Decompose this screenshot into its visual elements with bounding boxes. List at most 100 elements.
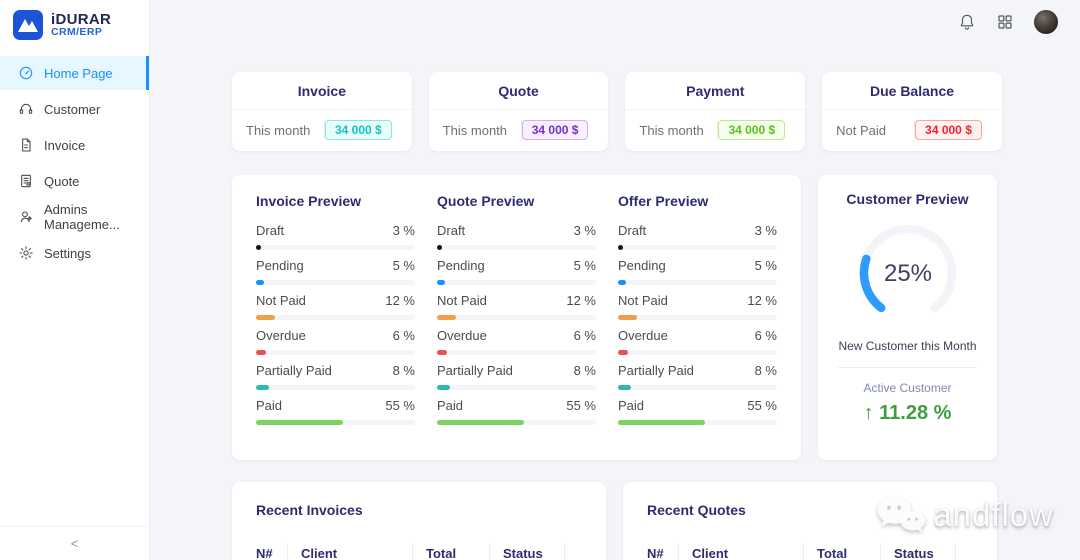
progress-track [256,350,415,355]
progress-fill [256,280,264,285]
preview-row-label: Pending [256,258,304,273]
preview-row-line: Draft 3 % [618,223,777,238]
table-column-header-client[interactable]: Client [692,543,804,560]
preview-row-paid: Paid 55 % [437,398,596,425]
sidebar-item-label: Settings [44,245,91,261]
sidebar-collapse-button[interactable]: < [0,526,149,560]
preview-row-line: Draft 3 % [256,223,415,238]
table-column-header-total[interactable]: Total [426,543,490,560]
app-logo[interactable]: iDURAR CRM/ERP [0,0,149,52]
table-column-header-status[interactable]: Status [894,543,956,560]
progress-track [618,280,777,285]
sidebar-item-settings[interactable]: Settings [0,236,149,270]
progress-track [618,315,777,320]
summary-card-body: Not Paid 34 000 $ [822,110,1002,150]
preview-row-label: Pending [437,258,485,273]
recent-quotes-card: Recent Quotes N# Client Total Status [623,482,997,560]
preview-row-line: Pending 5 % [437,258,596,273]
progress-fill [437,385,450,390]
summary-card-payment: Payment This month 34 000 $ [625,72,806,151]
preview-row-line: Partially Paid 8 % [618,363,777,378]
recent-invoices-title: Recent Invoices [256,502,363,518]
gauge-progress [859,254,885,313]
preview-row-line: Paid 55 % [618,398,777,413]
table-column-header-client[interactable]: Client [301,543,413,560]
active-customer-label: Active Customer [863,381,952,395]
preview-row-overdue: Overdue 6 % [437,328,596,355]
preview-row-line: Pending 5 % [618,258,777,273]
preview-row-partially-paid: Partially Paid 8 % [618,363,777,390]
sidebar-item-admins-manageme[interactable]: Admins Manageme... [0,200,149,234]
progress-fill [618,350,628,355]
preview-row-value: 3 % [573,223,596,238]
invoice-file-icon [18,137,34,153]
progress-track [437,245,596,250]
preview-row-draft: Draft 3 % [256,223,415,250]
bell-icon[interactable] [958,13,976,31]
vertical-divider [520,119,522,141]
admins-icon [18,209,34,225]
preview-row-pending: Pending 5 % [618,258,777,285]
summary-card-quote: Quote This month 34 000 $ [428,72,609,151]
table-column-header-n[interactable]: N# [256,543,288,560]
progress-track [256,280,415,285]
preview-row-line: Overdue 6 % [256,328,415,343]
summary-card-period-label: This month [442,122,508,138]
preview-row-value: 55 % [385,398,415,413]
preview-row-label: Paid [437,398,464,413]
summary-card-title: Payment [625,72,806,110]
preview-row-label: Not Paid [256,293,306,308]
table-column-header-status[interactable]: Status [503,543,565,560]
preview-row-pending: Pending 5 % [256,258,415,285]
preview-row-value: 3 % [392,223,415,238]
progress-fill [256,385,269,390]
summary-card-period-label: This month [246,122,311,138]
recent-quotes-table-header: N# Client Total Status [647,543,973,560]
divider [838,367,977,368]
sidebar-item-home-page[interactable]: Home Page [0,56,149,90]
preview-row-label: Overdue [437,328,487,343]
summary-card-value-badge: 34 000 $ [325,120,392,140]
preview-row-partially-paid: Partially Paid 8 % [256,363,415,390]
quote-file-icon [18,173,34,189]
table-column-header-n[interactable]: N# [647,543,679,560]
user-avatar[interactable] [1034,10,1058,34]
preview-row-line: Pending 5 % [256,258,415,273]
gauge-percent-label: 25% [883,260,931,287]
preview-row-value: 8 % [392,363,415,378]
apps-grid-icon[interactable] [996,13,1014,31]
preview-column-title: Quote Preview [437,193,535,209]
preview-row-label: Paid [618,398,645,413]
sidebar-item-label: Admins Manageme... [44,202,120,232]
growth-percent: 11.28 % [879,402,952,424]
sidebar-item-customer[interactable]: Customer [0,92,149,126]
progress-track [618,245,777,250]
progress-track [437,315,596,320]
summary-card-title: Invoice [232,72,412,110]
sidebar-item-quote[interactable]: Quote [0,164,149,198]
preview-row-line: Draft 3 % [437,223,596,238]
preview-row-label: Not Paid [437,293,487,308]
progress-track [256,420,415,425]
summary-card-due-balance: Due Balance Not Paid 34 000 $ [822,72,1002,151]
table-column-header-total[interactable]: Total [817,543,881,560]
customer-preview-card: Customer Preview 25% New Customer this M… [818,175,997,460]
summary-card-value-badge: 34 000 $ [915,120,982,140]
recent-quotes-title: Recent Quotes [647,502,746,518]
preview-row-value: 12 % [566,293,596,308]
sidebar-item-invoice[interactable]: Invoice [0,128,149,162]
progress-fill [437,245,442,250]
progress-fill [256,315,276,320]
summary-card-value-badge: 34 000 $ [521,120,589,140]
summary-card-body: This month 34 000 $ [429,110,609,150]
preview-row-overdue: Overdue 6 % [256,328,415,355]
customer-gauge: 25% [830,221,985,325]
preview-row-label: Partially Paid [256,363,332,378]
growth-value: ↑ 11.28 % [830,402,985,425]
summary-card-period-label: Not Paid [836,122,887,138]
progress-fill [437,280,445,285]
summary-card-body: This month 34 000 $ [625,110,805,150]
preview-row-value: 3 % [754,223,777,238]
headset-icon [18,101,34,117]
preview-row-label: Pending [618,258,666,273]
